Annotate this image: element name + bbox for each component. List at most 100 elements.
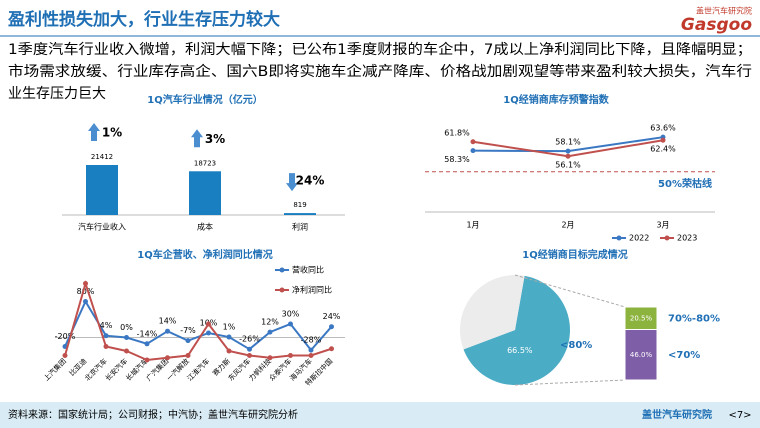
value-label: -26% bbox=[239, 335, 260, 344]
value-label: 56.1% bbox=[555, 161, 581, 170]
legend-marker bbox=[279, 267, 285, 273]
bar bbox=[189, 171, 221, 215]
value-label: 30% bbox=[282, 310, 300, 319]
legend-label: 2022 bbox=[629, 234, 649, 243]
x-tick-label: 2月 bbox=[561, 221, 574, 230]
point bbox=[288, 321, 293, 327]
value-label: 61.8% bbox=[444, 128, 470, 137]
x-tick-label: 成本 bbox=[197, 222, 213, 232]
change-arrow bbox=[191, 129, 203, 148]
logo-top: 盖世汽车研究院 bbox=[696, 6, 752, 16]
point bbox=[124, 348, 129, 354]
value-label: 20.5% bbox=[630, 314, 653, 322]
point bbox=[660, 137, 666, 143]
legend-label: 营收同比 bbox=[292, 265, 324, 275]
point bbox=[308, 353, 314, 358]
value-label: -20% bbox=[55, 332, 76, 341]
legend-label: 净利润同比 bbox=[292, 285, 332, 295]
reference-label: 50%荣枯线 bbox=[658, 177, 712, 190]
footer-brand: 盖世汽车研究院 bbox=[642, 408, 712, 421]
change-label: 24% bbox=[296, 174, 325, 188]
value-label: 18723 bbox=[194, 159, 216, 167]
change-arrow bbox=[88, 123, 100, 141]
connector bbox=[514, 379, 626, 386]
value-label: 58.1% bbox=[555, 138, 581, 147]
point bbox=[185, 353, 191, 358]
value-label: 66.5% bbox=[507, 346, 533, 355]
value-label: -7% bbox=[180, 326, 196, 335]
slice-label: <80% bbox=[560, 340, 592, 351]
value-label: -28% bbox=[301, 336, 322, 345]
point bbox=[329, 346, 334, 352]
value-label: 0% bbox=[120, 323, 133, 332]
point bbox=[144, 357, 150, 363]
point bbox=[267, 329, 273, 335]
point bbox=[226, 334, 232, 340]
footer-source: 资料来源：国家统计局；公司财报；中汽协；盖世汽车研究院分析 bbox=[8, 408, 298, 421]
slide-title: 盈利性损失加大，行业生存压力较大 bbox=[7, 9, 280, 30]
bar bbox=[86, 165, 118, 215]
point bbox=[144, 341, 150, 347]
point bbox=[329, 324, 334, 330]
logo: Gasgoo bbox=[681, 15, 752, 35]
value-label: 21412 bbox=[91, 153, 113, 161]
value-label: 4% bbox=[100, 321, 113, 330]
body-line: 业生存压力巨大 bbox=[8, 86, 106, 102]
bar bbox=[284, 213, 316, 215]
change-label: 1% bbox=[102, 126, 122, 140]
point bbox=[124, 335, 129, 340]
breakdown-segment bbox=[624, 329, 658, 381]
value-label: 62.4% bbox=[650, 145, 676, 154]
value-label: 63.6% bbox=[650, 124, 676, 133]
value-label: 46.0% bbox=[630, 351, 653, 359]
value-label: 14% bbox=[159, 317, 177, 326]
point bbox=[83, 281, 88, 286]
body-line: 市场需求放缓、行业库存高企、国六B即将实施车企减产降库、价格战加剧观望等带来盈利… bbox=[8, 63, 752, 80]
point bbox=[226, 348, 232, 354]
segment-label: <70% bbox=[668, 350, 700, 361]
pie-slice bbox=[459, 274, 525, 350]
x-tick-label: 利润 bbox=[292, 222, 308, 232]
change-arrow bbox=[286, 173, 298, 192]
chart-title: 1Q经销商目标完成情况 bbox=[522, 248, 627, 261]
change-label: 3% bbox=[205, 132, 225, 146]
x-tick-label: 汽车行业收入 bbox=[78, 222, 126, 232]
body-line: 1季度汽车行业收入微增，利润大幅下降；已公布1季度财报的车企中，7成以上净利润同… bbox=[8, 41, 752, 58]
segment-label: 70%-80% bbox=[668, 313, 720, 324]
point bbox=[565, 153, 571, 159]
connector bbox=[514, 274, 626, 308]
series-line bbox=[64, 299, 333, 352]
value-label: 819 bbox=[293, 201, 306, 209]
x-tick-label: 上汽集团 bbox=[42, 356, 68, 382]
point bbox=[103, 344, 109, 349]
pie-slice bbox=[463, 275, 570, 385]
point bbox=[103, 333, 109, 339]
point bbox=[165, 328, 170, 334]
point bbox=[308, 347, 314, 353]
value-label: 1% bbox=[223, 323, 236, 332]
point bbox=[165, 355, 170, 361]
point bbox=[288, 353, 293, 358]
legend-label: 2023 bbox=[677, 234, 697, 243]
value-label: 80% bbox=[77, 287, 95, 296]
value-label: 12% bbox=[261, 318, 279, 327]
legend-marker bbox=[616, 235, 622, 241]
x-tick-label: 江淮汽车 bbox=[185, 356, 211, 382]
value-label: 58.3% bbox=[444, 155, 470, 164]
chart-title: 1Q汽车行业情况（亿元） bbox=[147, 93, 262, 106]
x-tick-label: 1月 bbox=[466, 221, 479, 230]
legend-marker bbox=[279, 287, 285, 293]
point bbox=[565, 148, 571, 154]
chart-title: 1Q车企营收、净利润同比情况 bbox=[137, 248, 272, 261]
chart-title: 1Q经销商库存预警指数 bbox=[503, 93, 609, 106]
point bbox=[206, 330, 211, 336]
legend-marker bbox=[664, 235, 670, 241]
point bbox=[185, 338, 191, 344]
point bbox=[247, 353, 252, 358]
point bbox=[470, 148, 476, 154]
point bbox=[206, 321, 211, 327]
point bbox=[83, 299, 88, 304]
x-tick-label: 3月 bbox=[656, 221, 669, 230]
point bbox=[267, 355, 273, 361]
